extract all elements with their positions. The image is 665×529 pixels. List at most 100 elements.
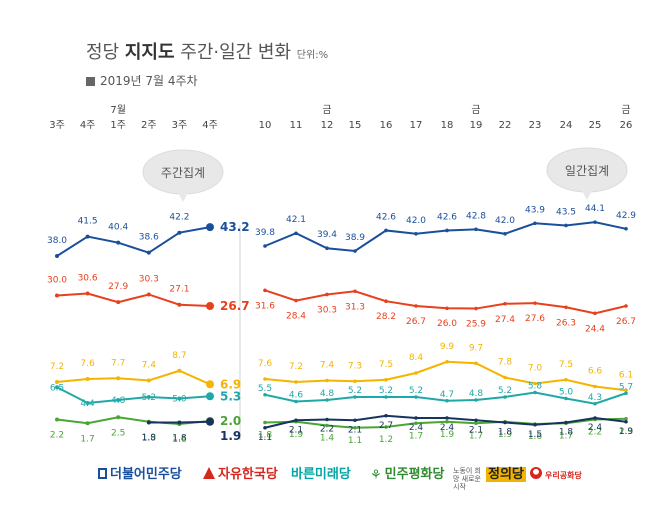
daily-value-label: 1.6 (528, 432, 543, 442)
daily-data-point (624, 388, 628, 393)
daily-value-label: 2.4 (588, 423, 603, 433)
daily-value-label: 7.5 (559, 360, 573, 370)
weekly-x-label: 1주 (110, 120, 126, 131)
daily-data-point (414, 416, 418, 420)
daily-data-point (564, 377, 568, 382)
daily-value-label: 1.9 (498, 430, 513, 440)
daily-data-point (474, 421, 478, 426)
sprout-logo-icon: ⚘ (370, 468, 382, 483)
weekly-value-label: 7.6 (80, 359, 95, 369)
daily-data-point (503, 232, 507, 236)
weekly-value-label: 1.8 (142, 434, 157, 444)
weekly-data-point (116, 240, 121, 245)
daily-data-point (353, 249, 357, 253)
daily-data-point (474, 398, 478, 402)
daily-bubble-tail (581, 189, 593, 200)
weekly-value-label: 41.5 (78, 217, 98, 227)
daily-data-point (474, 418, 478, 423)
daily-data-point (445, 306, 449, 311)
daily-value-label: 1.8 (559, 428, 574, 438)
daily-value-label: 8.4 (409, 353, 424, 363)
daily-data-point (445, 228, 449, 233)
weekly-value-label: 40.4 (108, 223, 128, 233)
daily-value-label: 42.9 (616, 211, 636, 221)
weekly-data-point (177, 368, 182, 373)
daily-value-label: 1.9 (440, 430, 455, 440)
daily-value-label: 42.0 (406, 216, 426, 226)
daily-data-point (384, 299, 388, 304)
daily-x-label: 19 (470, 120, 483, 131)
daily-data-point (593, 416, 597, 420)
daily-data-point (325, 246, 329, 251)
weekly-data-point (116, 300, 121, 305)
daily-value-label: 1.5 (528, 430, 542, 440)
daily-value-label: 6.1 (619, 370, 633, 380)
daily-data-point (263, 420, 267, 425)
daily-value-label: 7.0 (528, 364, 543, 374)
weekly-last-value-label: 2.0 (220, 414, 241, 428)
daily-value-label: 25.9 (466, 320, 486, 330)
daily-value-label: 1.2 (379, 435, 393, 445)
legend-label: 바른미래당 (291, 467, 351, 482)
weekly-data-point (146, 250, 151, 255)
daily-data-point (503, 301, 507, 306)
weekly-value-label: 1.6 (172, 435, 187, 445)
weekly-value-label: 7.4 (142, 361, 157, 371)
daily-value-label: 39.4 (317, 230, 337, 240)
daily-value-label: 5.2 (348, 386, 362, 396)
daily-value-label: 31.6 (255, 301, 275, 311)
weekly-value-label: 8.7 (172, 351, 186, 361)
chart-title: 정당 지지도 주간·일간 변화 단위:% (86, 38, 328, 64)
subtitle-text: 2019년 7월 4주차 (100, 74, 198, 88)
daily-data-point (325, 378, 329, 383)
weekly-value-label: 4.4 (80, 399, 95, 409)
daily-value-label: 4.8 (320, 389, 335, 399)
weekly-value-label: 27.9 (108, 282, 128, 292)
chart-subtitle: 2019년 7월 4주차 (86, 72, 198, 89)
legend-item: 더불어민주당 (98, 463, 182, 482)
daily-value-label: 1.9 (619, 427, 634, 437)
daily-data-point (294, 399, 298, 404)
daily-data-point (325, 417, 329, 422)
weekly-data-point (116, 376, 121, 381)
daily-data-point (474, 306, 478, 311)
daily-data-point (294, 231, 298, 236)
daily-data-point (533, 301, 537, 305)
daily-data-point (325, 292, 329, 297)
daily-data-point (593, 401, 597, 406)
daily-value-label: 42.1 (286, 215, 306, 225)
title-unit: 단위:% (296, 50, 329, 61)
daily-value-label: 5.2 (409, 386, 423, 396)
weekly-value-label: 1.9 (142, 433, 157, 443)
weekly-data-point (116, 398, 121, 402)
daily-x-top-label: 금 (471, 104, 480, 116)
minjoo-logo-icon (98, 468, 107, 479)
legend-label: 자유한국당 (218, 467, 278, 482)
daily-data-point (503, 395, 507, 399)
weekly-value-label: 1.7 (80, 434, 94, 444)
legend-label: 정의당 (486, 467, 526, 482)
daily-data-point (445, 398, 449, 403)
daily-value-label: 5.2 (498, 386, 512, 396)
legend-label: 노동이 희망 새로운 시작 (453, 467, 481, 491)
daily-data-point (445, 416, 449, 420)
weekly-data-point (55, 385, 59, 390)
daily-value-label: 5.0 (559, 388, 574, 398)
daily-data-point (564, 420, 568, 425)
weekly-x-label: 4주 (80, 120, 96, 131)
daily-x-label: 18 (441, 120, 454, 131)
weekly-value-label: 27.1 (169, 285, 189, 295)
daily-data-point (353, 425, 357, 430)
daily-value-label: 5.7 (619, 382, 633, 392)
daily-x-top-label: 금 (322, 104, 331, 116)
weekly-last-value-label: 5.3 (220, 389, 241, 403)
weekly-data-point (177, 420, 182, 425)
daily-data-point (414, 304, 418, 308)
weekly-value-label: 30.6 (78, 274, 98, 284)
daily-data-point (353, 379, 357, 384)
daily-data-point (384, 413, 388, 418)
daily-value-label: 7.6 (258, 359, 273, 369)
legend-item: 자유한국당 (203, 463, 278, 482)
daily-x-label: 16 (380, 120, 393, 131)
daily-value-label: 28.2 (376, 312, 396, 322)
